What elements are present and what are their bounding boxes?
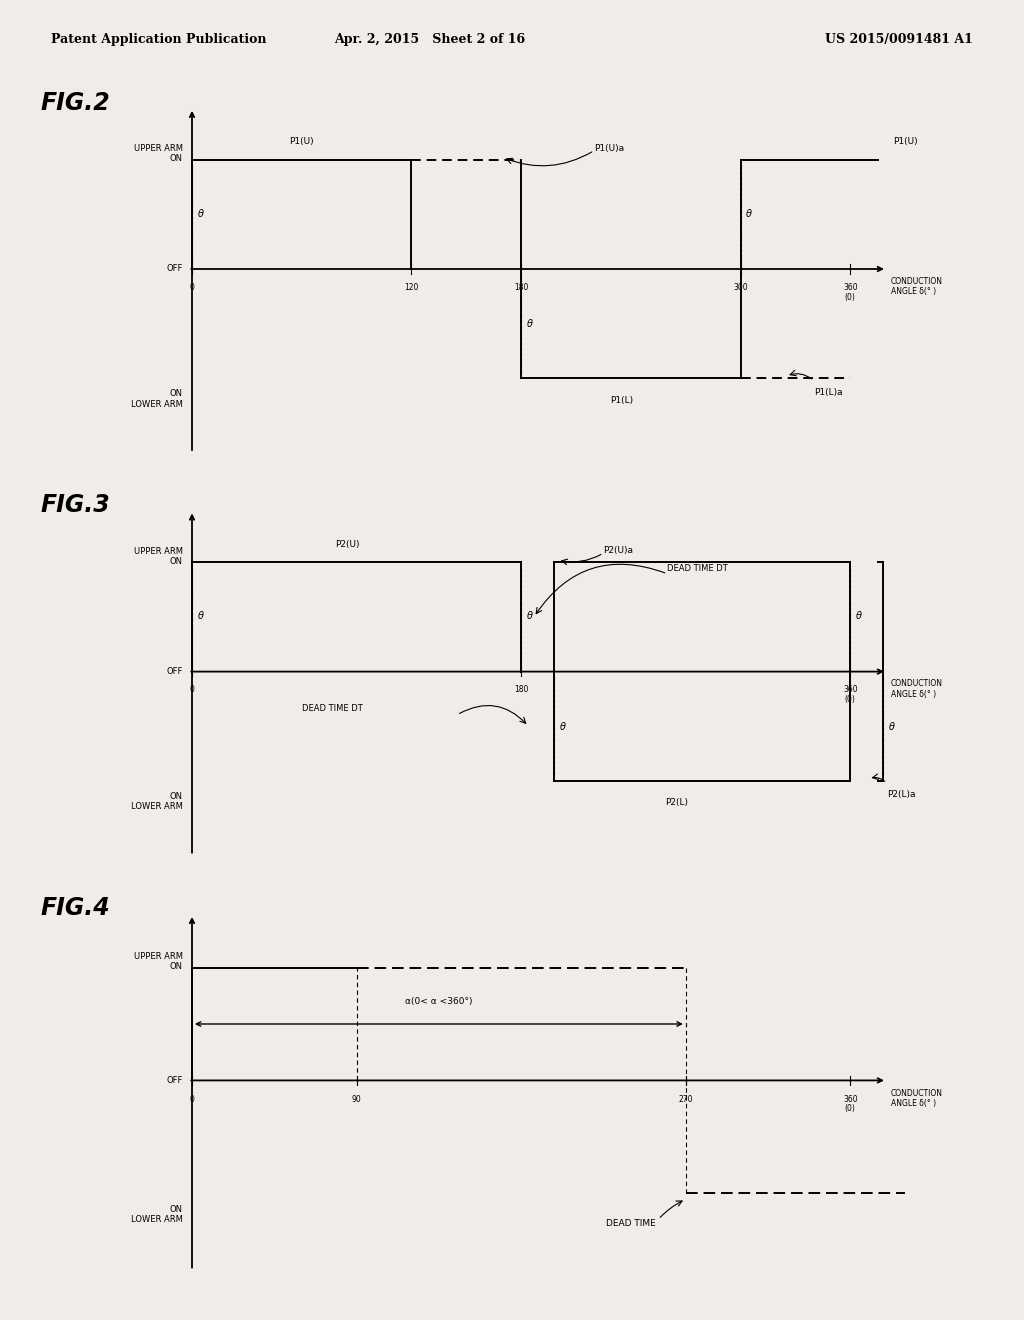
Text: UPPER ARM
ON: UPPER ARM ON (134, 952, 183, 972)
Text: P1(U)a: P1(U)a (594, 144, 625, 153)
Text: P1(L): P1(L) (610, 396, 633, 404)
Text: θ: θ (889, 722, 895, 731)
Text: CONDUCTION
ANGLE δ(° ): CONDUCTION ANGLE δ(° ) (891, 1089, 942, 1107)
Text: Apr. 2, 2015   Sheet 2 of 16: Apr. 2, 2015 Sheet 2 of 16 (335, 33, 525, 46)
Text: P1(U): P1(U) (893, 137, 918, 147)
Text: θ: θ (526, 319, 532, 329)
Text: P1(U): P1(U) (290, 137, 314, 147)
Text: US 2015/0091481 A1: US 2015/0091481 A1 (825, 33, 973, 46)
Text: 0: 0 (189, 282, 195, 292)
Text: P1(L)a: P1(L)a (814, 388, 843, 396)
Text: P2(U): P2(U) (335, 540, 359, 549)
Text: 270: 270 (679, 1094, 693, 1104)
Text: Patent Application Publication: Patent Application Publication (51, 33, 266, 46)
Text: 120: 120 (404, 282, 419, 292)
Text: 300: 300 (733, 282, 748, 292)
Text: θ: θ (198, 209, 204, 219)
Text: P2(L): P2(L) (665, 799, 688, 807)
Text: DEAD TIME DT: DEAD TIME DT (668, 564, 728, 573)
Text: θ: θ (198, 611, 204, 622)
Text: 0: 0 (189, 1094, 195, 1104)
Text: ON
LOWER ARM: ON LOWER ARM (131, 1205, 183, 1224)
Text: 180: 180 (514, 282, 528, 292)
Text: CONDUCTION
ANGLE δ(° ): CONDUCTION ANGLE δ(° ) (891, 680, 942, 698)
Text: DEAD TIME DT: DEAD TIME DT (302, 705, 362, 714)
Text: α(0< α <360°): α(0< α <360°) (406, 997, 473, 1006)
Text: ON
LOWER ARM: ON LOWER ARM (131, 389, 183, 408)
Text: 90: 90 (351, 1094, 361, 1104)
Text: FIG.3: FIG.3 (40, 494, 110, 517)
Text: OFF: OFF (167, 1076, 183, 1085)
Text: FIG.2: FIG.2 (40, 91, 110, 115)
Text: θ: θ (746, 209, 752, 219)
Text: 180: 180 (514, 685, 528, 694)
Text: P2(L)a: P2(L)a (887, 791, 915, 799)
Text: 360
(0): 360 (0) (843, 1094, 857, 1113)
Text: UPPER ARM
ON: UPPER ARM ON (134, 144, 183, 164)
Text: θ: θ (856, 611, 862, 622)
Text: FIG.4: FIG.4 (40, 896, 110, 920)
Text: θ: θ (559, 722, 565, 731)
Text: 360
(0): 360 (0) (843, 282, 857, 301)
Text: 0: 0 (189, 685, 195, 694)
Text: OFF: OFF (167, 264, 183, 273)
Text: P2(U)a: P2(U)a (603, 546, 634, 556)
Text: UPPER ARM
ON: UPPER ARM ON (134, 546, 183, 566)
Text: 360
(0): 360 (0) (843, 685, 857, 704)
Text: θ: θ (526, 611, 532, 622)
Text: DEAD TIME: DEAD TIME (606, 1220, 655, 1229)
Text: OFF: OFF (167, 667, 183, 676)
Text: CONDUCTION
ANGLE δ(° ): CONDUCTION ANGLE δ(° ) (891, 277, 942, 296)
Text: ON
LOWER ARM: ON LOWER ARM (131, 792, 183, 810)
